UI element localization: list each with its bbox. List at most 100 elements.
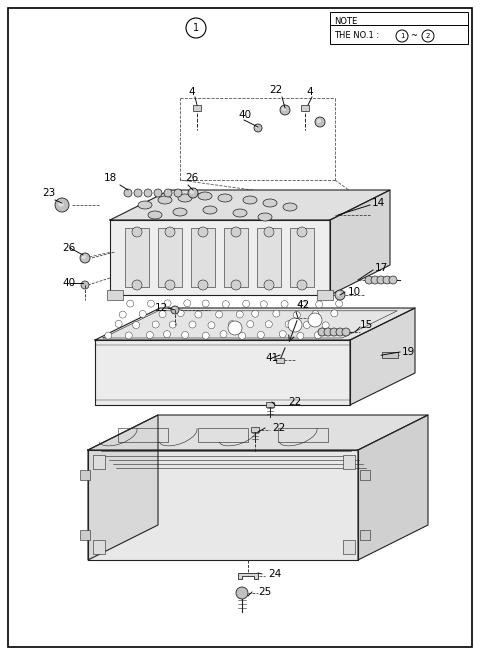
- Text: 26: 26: [62, 243, 75, 253]
- Circle shape: [316, 301, 323, 308]
- Text: 22: 22: [272, 423, 285, 433]
- Circle shape: [231, 227, 241, 237]
- Circle shape: [119, 311, 126, 318]
- Circle shape: [337, 292, 341, 296]
- Circle shape: [317, 119, 321, 123]
- Circle shape: [322, 322, 329, 329]
- Circle shape: [208, 322, 215, 329]
- Circle shape: [144, 189, 152, 197]
- Circle shape: [342, 328, 350, 336]
- Text: 41: 41: [265, 353, 278, 363]
- Circle shape: [165, 227, 175, 237]
- Bar: [191, 228, 215, 287]
- Text: 15: 15: [360, 320, 373, 330]
- Polygon shape: [95, 308, 415, 340]
- Bar: [276, 358, 284, 363]
- Text: 22: 22: [269, 85, 283, 95]
- Circle shape: [331, 310, 338, 317]
- Circle shape: [164, 331, 170, 337]
- Circle shape: [124, 189, 132, 197]
- Circle shape: [105, 332, 112, 339]
- Circle shape: [236, 587, 248, 599]
- Circle shape: [279, 331, 286, 337]
- Polygon shape: [88, 415, 158, 560]
- Ellipse shape: [263, 199, 277, 207]
- Bar: [224, 228, 248, 287]
- Circle shape: [58, 201, 64, 207]
- Circle shape: [222, 301, 229, 308]
- Circle shape: [264, 280, 274, 290]
- Bar: [317, 290, 333, 300]
- Circle shape: [132, 280, 142, 290]
- Ellipse shape: [138, 201, 152, 209]
- Text: 14: 14: [372, 198, 385, 208]
- Bar: [301, 105, 309, 111]
- Circle shape: [127, 300, 134, 307]
- Text: 24: 24: [268, 569, 281, 579]
- Circle shape: [55, 198, 69, 212]
- Circle shape: [254, 124, 262, 132]
- Circle shape: [202, 300, 209, 307]
- Circle shape: [231, 280, 241, 290]
- Text: 42: 42: [296, 300, 309, 310]
- Text: NOTE: NOTE: [334, 18, 357, 26]
- Circle shape: [228, 321, 242, 335]
- Circle shape: [177, 310, 184, 316]
- Circle shape: [132, 322, 140, 329]
- Circle shape: [265, 321, 272, 328]
- Circle shape: [335, 290, 345, 300]
- Circle shape: [190, 190, 194, 194]
- Circle shape: [132, 227, 142, 237]
- Circle shape: [164, 189, 172, 197]
- Ellipse shape: [233, 209, 247, 217]
- Text: 40: 40: [62, 278, 75, 288]
- Circle shape: [243, 300, 250, 307]
- Text: 25: 25: [258, 587, 271, 597]
- Circle shape: [308, 313, 322, 327]
- Circle shape: [281, 301, 288, 307]
- Circle shape: [288, 318, 302, 332]
- Bar: [360, 470, 370, 480]
- Circle shape: [280, 105, 290, 115]
- Text: 10: 10: [348, 287, 361, 297]
- Circle shape: [389, 276, 397, 284]
- Ellipse shape: [283, 203, 297, 211]
- Bar: [290, 228, 314, 287]
- Circle shape: [264, 227, 274, 237]
- Text: 12: 12: [155, 303, 168, 313]
- Text: 17: 17: [375, 263, 388, 273]
- Circle shape: [318, 328, 326, 336]
- Bar: [343, 540, 355, 554]
- Circle shape: [239, 332, 246, 339]
- Circle shape: [324, 328, 332, 336]
- Circle shape: [236, 311, 243, 318]
- Circle shape: [80, 253, 90, 263]
- Circle shape: [198, 227, 208, 237]
- Bar: [125, 228, 149, 287]
- Circle shape: [146, 331, 154, 339]
- Polygon shape: [88, 415, 428, 450]
- Circle shape: [330, 328, 338, 336]
- Text: ~: ~: [410, 31, 417, 41]
- Ellipse shape: [243, 196, 257, 204]
- Ellipse shape: [173, 208, 187, 216]
- Bar: [118, 428, 168, 442]
- Circle shape: [81, 281, 89, 289]
- Ellipse shape: [258, 213, 272, 221]
- Circle shape: [293, 312, 300, 318]
- Circle shape: [174, 189, 182, 197]
- Bar: [93, 540, 105, 554]
- Circle shape: [315, 117, 325, 127]
- Circle shape: [139, 310, 146, 318]
- Circle shape: [255, 125, 259, 128]
- Circle shape: [165, 280, 175, 290]
- Circle shape: [125, 332, 132, 339]
- Circle shape: [252, 310, 259, 317]
- Text: 22: 22: [288, 397, 301, 407]
- Text: 1: 1: [193, 23, 199, 33]
- Text: 4: 4: [189, 87, 195, 97]
- Ellipse shape: [158, 196, 172, 204]
- Ellipse shape: [198, 192, 212, 200]
- Polygon shape: [238, 573, 258, 579]
- Bar: [80, 530, 90, 540]
